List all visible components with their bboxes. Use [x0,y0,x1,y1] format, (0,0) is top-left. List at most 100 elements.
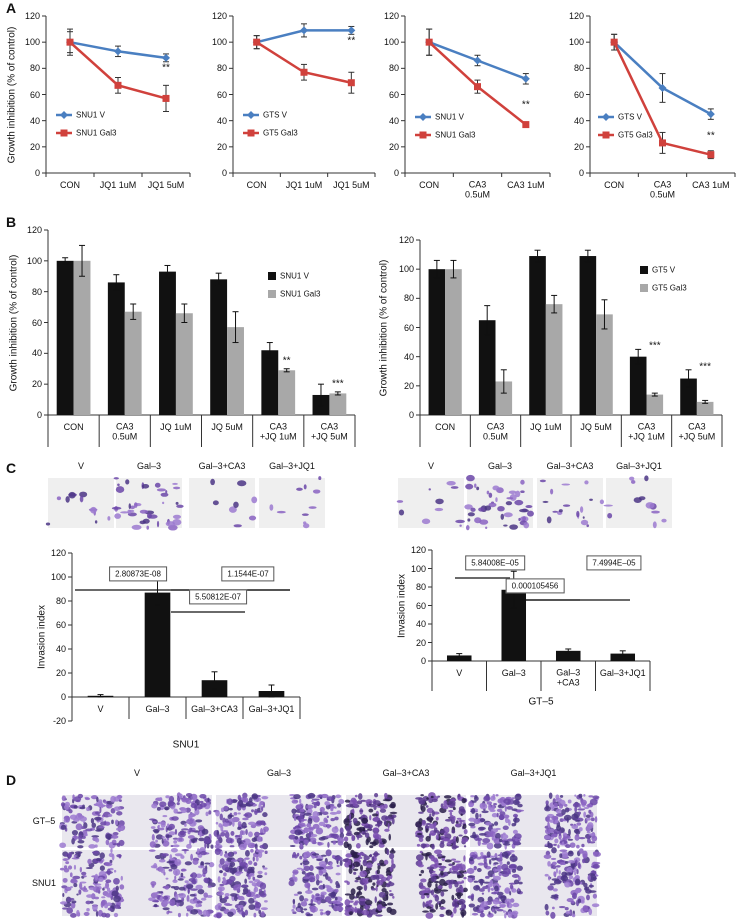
cell [241,821,247,829]
cell [585,817,592,821]
cell [446,842,452,847]
cell [228,818,235,823]
cell [88,886,97,891]
cell [315,879,320,886]
image-label: Gal–3+JQ1 [616,460,662,471]
cell [325,910,331,915]
legend-swatch [268,290,276,298]
cell [464,504,473,510]
cell [457,874,461,879]
cell [189,893,196,897]
cell [645,502,655,509]
cell [187,888,190,894]
cell [259,844,265,849]
y-axis-label: Growth inhibition (% of control) [378,259,390,396]
cell [586,803,593,808]
cell [233,501,239,508]
row-label: SNU1 [31,877,57,888]
cell [294,825,301,829]
cell [573,828,580,834]
bar [159,271,176,415]
cell [471,808,476,814]
cell [426,807,434,814]
cell [486,842,494,850]
cell [186,884,194,889]
cell [251,837,257,842]
row-label: GT–5 [32,815,56,826]
cell [571,824,579,830]
cell [443,795,452,799]
cell [247,821,256,826]
marker [602,113,610,121]
y-tick-label: 20 [573,141,584,152]
cell [195,873,203,879]
cell [478,888,485,892]
cell [113,912,119,918]
cell [586,524,590,528]
cell [460,813,463,817]
bar [555,650,581,661]
cell [63,804,70,810]
cell [373,804,377,811]
p-value: 0.000105456 [505,578,565,594]
cell [178,793,183,799]
cell [425,805,429,808]
marker [247,129,255,137]
cell [387,902,394,906]
cell [294,835,299,840]
cell [202,867,208,875]
bar [610,653,636,661]
cell [184,823,187,827]
cell [437,795,441,798]
cell [307,817,313,825]
cell [415,834,423,838]
cell [98,826,105,829]
legend-label: GT5 Gal3 [263,128,298,138]
cell [370,874,378,881]
cell [582,905,589,912]
cell [420,794,424,797]
cell [384,828,390,832]
y-tick-label: 120 [26,224,42,235]
cell [154,891,160,895]
y-tick-label: 40 [216,115,227,126]
cell [504,913,507,919]
cell [244,878,248,884]
cell [255,901,260,905]
cell [71,829,79,836]
cell [204,842,207,849]
cell [76,909,80,917]
cell [228,807,233,811]
bar [680,378,697,415]
cell [459,524,462,527]
legend-label: SNU1 Gal3 [280,289,321,299]
cell [154,855,162,860]
cell [553,802,558,807]
cell [73,818,80,822]
cell [288,834,296,840]
cell [563,814,572,821]
cell [329,862,333,869]
cell [585,889,592,894]
cell [326,824,331,829]
y-tick-label: 60 [55,619,66,630]
cell [166,860,175,864]
cell [435,903,439,910]
cell [73,883,78,888]
cell [358,899,366,906]
cell [299,855,303,860]
cell [391,858,394,866]
cell [491,813,498,818]
cell [465,483,474,490]
cell [185,905,194,911]
cell [164,885,170,890]
cell [217,886,225,892]
cell [439,842,445,848]
cell [372,827,379,832]
cell [584,480,589,485]
cell [588,795,594,798]
cell [95,801,103,807]
cell [216,891,224,896]
cell [299,895,305,902]
cell [511,888,517,893]
